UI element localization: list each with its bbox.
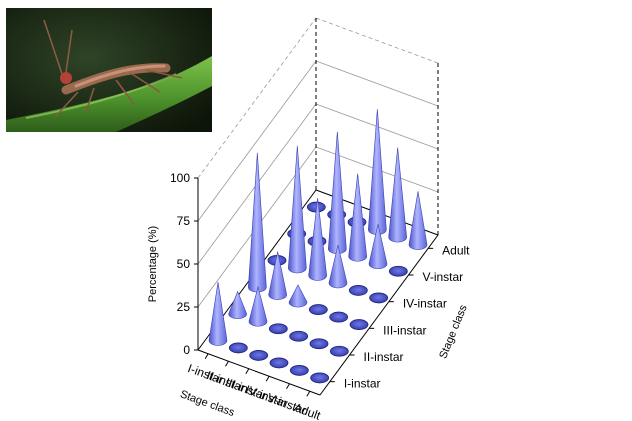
zero-value-disc (388, 265, 408, 277)
zero-value-disc (329, 345, 349, 357)
left-wall-gridline (197, 60, 317, 222)
cone-mark (228, 290, 247, 320)
cone-body (288, 284, 308, 308)
zero-value-disc (349, 319, 369, 330)
zero-value-disc (309, 338, 329, 350)
cone-body (208, 281, 228, 346)
z-tick-label: 25 (177, 300, 191, 314)
zero-value-disc (289, 365, 309, 376)
y-tick-label: Adult (442, 243, 470, 257)
y-axis-title: Stage class (437, 303, 470, 361)
zero-value-disc (329, 311, 349, 323)
x-axis-title: Stage class (178, 388, 236, 419)
left-wall-gridline (197, 17, 317, 179)
x-axis-tick (225, 360, 229, 367)
y-tick-label: I-instar (344, 377, 381, 391)
cone-mark (328, 245, 348, 289)
z-tick-label: 0 (183, 343, 190, 357)
back-wall-gridline (315, 17, 439, 64)
x-axis-tick (286, 383, 290, 390)
x-axis-tick (306, 390, 311, 397)
cone-body (328, 245, 348, 289)
cone-mark (248, 152, 267, 293)
cone-body (248, 152, 267, 293)
x-axis-tick (204, 353, 209, 360)
assassin-bug-illustration (6, 8, 212, 132)
zero-value-disc (228, 342, 248, 354)
z-tick-label: 50 (177, 257, 191, 271)
cone-body (288, 145, 307, 274)
cone-body (408, 191, 428, 250)
cone-body (228, 290, 247, 320)
y-tick-label: III-instar (383, 323, 426, 337)
y-tick-label: II-instar (364, 350, 404, 364)
cone-body (368, 224, 388, 270)
zero-value-disc (249, 350, 269, 361)
cone-mark (208, 281, 228, 346)
y-tick-label: V-instar (423, 270, 464, 284)
cone-mark (348, 173, 367, 262)
zero-value-disc (369, 292, 389, 304)
insect (43, 19, 183, 117)
floor-front-edge (197, 349, 321, 396)
cone-mark (408, 191, 428, 250)
cone-body (308, 197, 327, 281)
zero-value-disc (269, 357, 289, 369)
back-wall-gridline (315, 60, 439, 107)
zero-value-disc (308, 304, 328, 315)
x-tick-label: Adult (292, 400, 323, 421)
leaf-stem (6, 56, 212, 132)
cone-mark (288, 284, 308, 308)
cone-mark (248, 285, 268, 327)
z-tick-label: 75 (177, 214, 191, 228)
cone-body (388, 147, 407, 243)
cone-body (328, 131, 347, 255)
cone-mark (268, 251, 287, 300)
z-axis-title: Percentage (%) (147, 226, 159, 302)
zero-value-disc (289, 330, 309, 342)
floor-right-edge (319, 234, 439, 396)
cone-mark (368, 224, 388, 270)
cone-mark (288, 145, 307, 274)
cone-mark (328, 131, 347, 255)
zero-value-disc (268, 323, 288, 335)
zero-value-disc (310, 372, 330, 384)
y-tick-label: IV-instar (403, 297, 447, 311)
cone-body (248, 285, 268, 327)
x-axis-tick (265, 375, 270, 382)
x-axis-tick (245, 368, 250, 375)
z-tick-label: 100 (170, 171, 190, 185)
assassin-bug-photo (6, 8, 212, 132)
cone-mark (308, 197, 327, 281)
cone-body (348, 173, 367, 262)
cone-mark (388, 147, 407, 243)
cone-body (268, 251, 287, 300)
zero-value-disc (348, 285, 368, 296)
